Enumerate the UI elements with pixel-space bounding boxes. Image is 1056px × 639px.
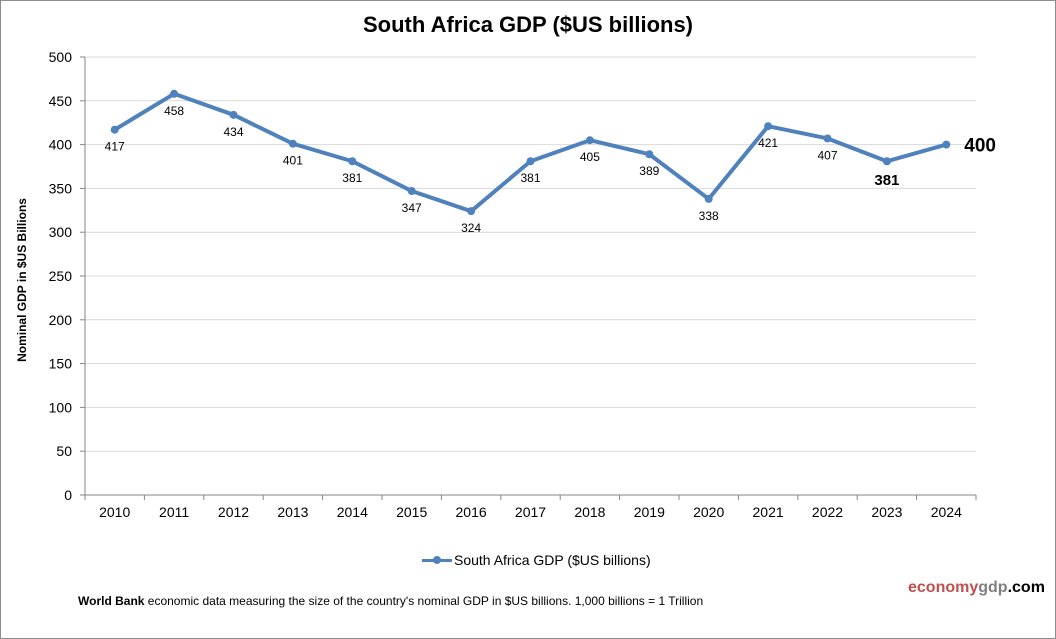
legend-swatch [422,551,452,569]
y-tick-label: 450 [49,93,73,109]
y-tick-label: 150 [49,356,73,372]
data-point [467,207,476,216]
data-label: 381 [874,172,899,189]
x-tick-label: 2014 [337,504,368,520]
data-label: 381 [342,171,362,185]
data-label: 458 [164,104,184,118]
data-point [585,136,594,145]
x-tick-label: 2022 [812,504,843,520]
data-label: 347 [402,201,422,215]
legend-label: South Africa GDP ($US billions) [454,552,651,568]
x-tick-label: 2020 [693,504,724,520]
data-point [288,139,297,148]
y-tick-label: 350 [49,180,73,196]
x-tick-label: 2019 [634,504,665,520]
x-tick-label: 2023 [871,504,902,520]
y-tick-label: 0 [64,487,72,503]
chart-title: South Africa GDP ($US billions) [362,12,694,37]
logo-part-gdp: gdp [978,579,1008,596]
data-point [407,187,416,196]
data-label: 407 [817,148,837,162]
y-tick-label: 50 [56,443,72,459]
data-label: 389 [639,164,659,178]
footnote-source: World Bank [78,594,145,608]
x-tick-label: 2017 [515,504,546,520]
data-point [526,157,535,166]
data-label: 381 [520,171,540,185]
y-tick-label: 200 [49,312,73,328]
y-tick-label: 250 [49,268,73,284]
x-tick-label: 2015 [396,504,427,520]
x-tick-label: 2018 [574,504,605,520]
data-point [942,140,951,149]
x-tick-label: 2013 [277,504,308,520]
data-point [704,194,713,203]
data-label: 405 [580,150,600,164]
data-point [170,89,179,98]
y-tick-label: 400 [49,137,73,153]
footnote: World Bank economic data measuring the s… [78,594,703,608]
data-point [764,122,773,131]
x-tick-label: 2024 [931,504,962,520]
data-label: 324 [461,221,481,235]
x-tick-label: 2012 [218,504,249,520]
y-tick-label: 300 [49,224,73,240]
data-label: 417 [105,140,125,154]
data-label: 401 [283,154,303,168]
data-label: 338 [699,209,719,223]
data-point [110,125,119,134]
data-label: 421 [758,136,778,150]
footnote-text: economic data measuring the size of the … [144,594,704,608]
x-tick-label: 2021 [753,504,784,520]
data-point [882,157,891,166]
x-tick-label: 2011 [159,504,189,520]
data-point [229,110,238,119]
data-point [823,134,832,143]
y-tick-label: 500 [49,49,73,65]
logo-part-com: .com [1007,579,1045,596]
x-tick-label: 2010 [99,504,130,520]
data-label: 400 [964,136,996,157]
data-label: 434 [223,125,243,139]
site-logo: economygdp.com [908,579,1045,597]
data-point [645,150,654,159]
logo-part-economy: economy [908,579,979,596]
data-point [348,157,357,166]
x-tick-label: 2016 [456,504,487,520]
legend: South Africa GDP ($US billions) [422,551,651,569]
y-tick-label: 100 [49,399,73,415]
